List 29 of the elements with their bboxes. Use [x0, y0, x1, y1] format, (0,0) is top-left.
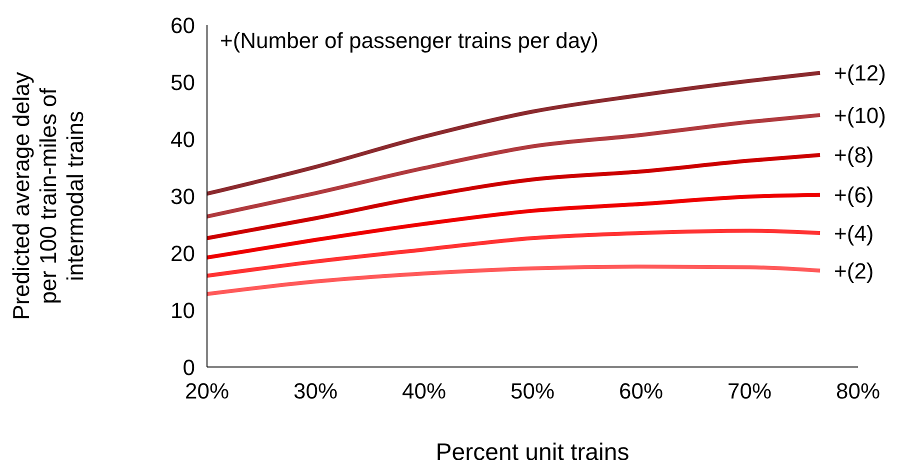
- line-series: [207, 113, 822, 219]
- line-series: [207, 70, 822, 196]
- x-tick-label: 40%: [402, 378, 446, 404]
- x-tick-label: 50%: [510, 378, 555, 404]
- series-label: +(6): [834, 182, 874, 208]
- x-tick-label: 20%: [184, 378, 230, 404]
- x-tick-label: 30%: [293, 378, 338, 404]
- series-label: +(2): [834, 258, 874, 284]
- line-series: [207, 192, 822, 260]
- y-tick-label: 0: [182, 354, 195, 380]
- x-tick-label: 60%: [618, 378, 664, 404]
- line-series: [207, 228, 822, 278]
- series-label: +(8): [834, 142, 874, 168]
- x-axis-title: Percent unit trains: [436, 439, 630, 466]
- y-tick-label: 50: [170, 70, 195, 95]
- series-label: +(4): [834, 220, 874, 246]
- x-tick-label: 80%: [836, 378, 880, 404]
- series-label: +(12): [834, 60, 886, 86]
- y-tick-label: 20: [170, 240, 195, 266]
- y-axis-title: Predicted average delay per 100 train-miles of intermodal trains: [8, 71, 88, 320]
- y-tick-label: 30: [170, 184, 195, 209]
- annotation: +(Number of passenger trains per day): [220, 28, 598, 54]
- series-label: +(10): [834, 102, 886, 128]
- x-tick-label: 70%: [727, 378, 772, 404]
- y-tick-label: 10: [170, 298, 195, 323]
- line-series: [207, 152, 822, 240]
- y-tick-label: 60: [170, 12, 195, 38]
- line-series: [207, 264, 822, 296]
- y-tick-label: 40: [170, 126, 195, 152]
